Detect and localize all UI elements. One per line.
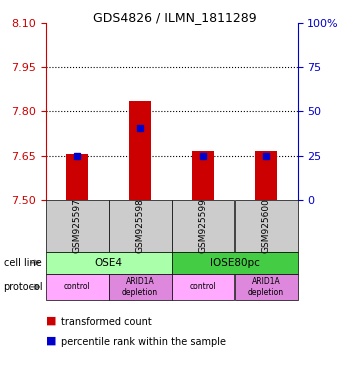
Text: OSE4: OSE4 bbox=[94, 258, 122, 268]
Text: IOSE80pc: IOSE80pc bbox=[210, 258, 259, 268]
Text: GSM925599: GSM925599 bbox=[198, 198, 208, 253]
Text: GDS4826 / ILMN_1811289: GDS4826 / ILMN_1811289 bbox=[93, 12, 257, 25]
Text: GSM925600: GSM925600 bbox=[261, 198, 271, 253]
Text: ARID1A
depletion: ARID1A depletion bbox=[248, 277, 284, 296]
Bar bbox=[192, 151, 214, 200]
Bar bbox=[129, 101, 151, 200]
Text: protocol: protocol bbox=[4, 282, 43, 292]
Text: ■: ■ bbox=[46, 335, 56, 345]
Text: transformed count: transformed count bbox=[61, 317, 152, 327]
Text: GSM925598: GSM925598 bbox=[135, 198, 145, 253]
Bar bbox=[66, 154, 88, 200]
Text: GSM925597: GSM925597 bbox=[72, 198, 82, 253]
Text: ARID1A
depletion: ARID1A depletion bbox=[122, 277, 158, 296]
Text: percentile rank within the sample: percentile rank within the sample bbox=[61, 337, 226, 347]
Text: cell line: cell line bbox=[4, 258, 41, 268]
Text: control: control bbox=[190, 282, 216, 291]
Bar bbox=[255, 151, 277, 200]
Text: control: control bbox=[64, 282, 90, 291]
Text: ■: ■ bbox=[46, 315, 56, 325]
